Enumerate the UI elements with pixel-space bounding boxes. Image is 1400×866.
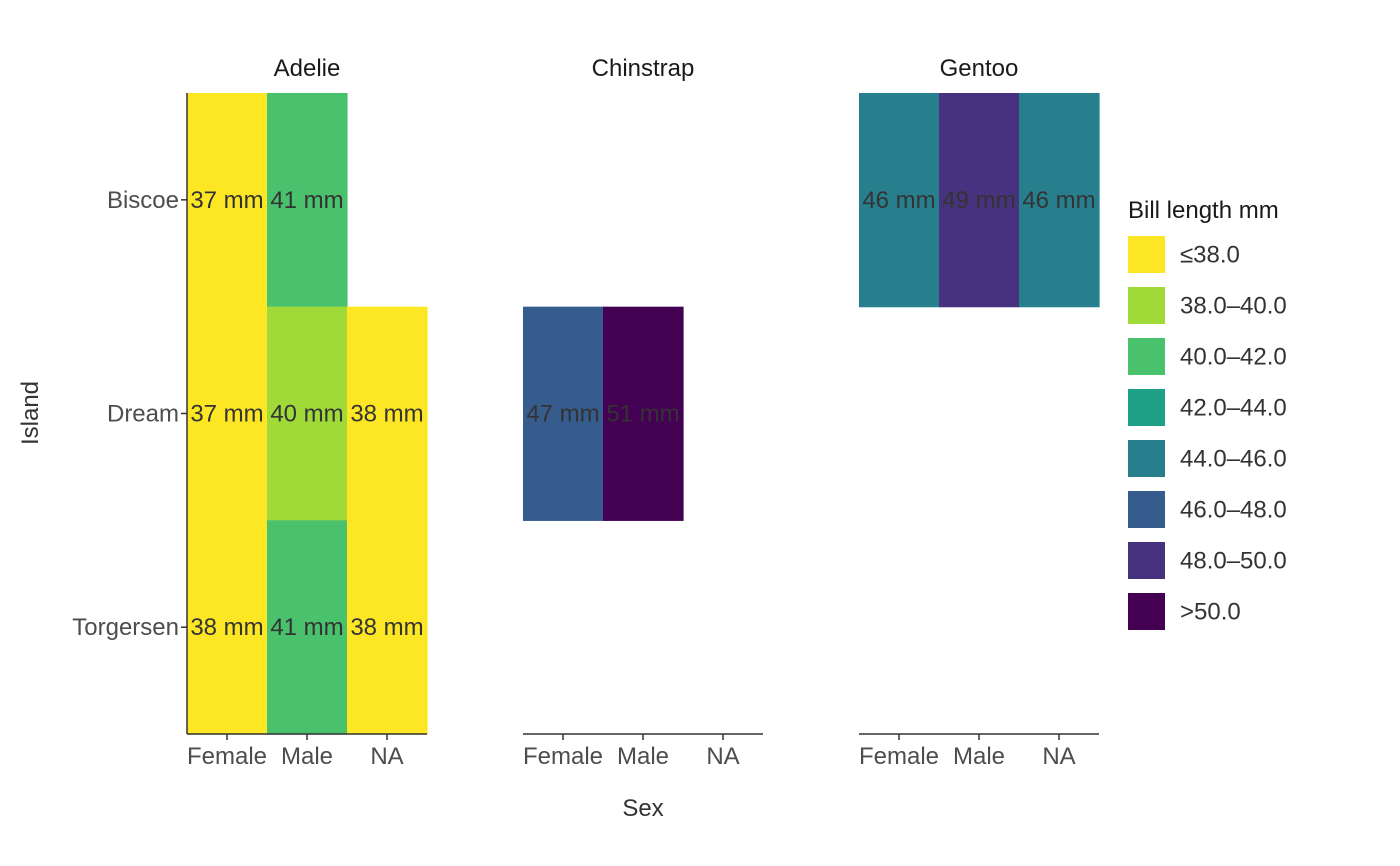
legend-swatch — [1128, 593, 1165, 630]
x-tick-label: Male — [617, 743, 669, 770]
cell-label: 51 mm — [606, 401, 679, 428]
cell-label: 37 mm — [190, 401, 263, 428]
legend-item: 38.0–40.0 — [1128, 287, 1287, 324]
x-tick-label: Male — [281, 743, 333, 770]
legend-item: 44.0–46.0 — [1128, 440, 1287, 477]
facet-gentoo: Gentoo 46 mm 49 mm 46 mm Female Male NA — [859, 55, 1100, 770]
x-tick-label: Female — [187, 743, 267, 770]
legend-label: 44.0–46.0 — [1180, 446, 1287, 473]
heatmap-cell — [187, 520, 268, 735]
facet-adelie: Adelie 37 mm 41 mm 37 mm 40 mm 38 mm 38 mm 41 m… — [72, 55, 428, 770]
cell-label: 41 mm — [270, 187, 343, 214]
heatmap-cell — [187, 306, 268, 521]
legend-swatch — [1128, 287, 1165, 324]
cell-label: 47 mm — [526, 401, 599, 428]
facet-title: Gentoo — [940, 55, 1019, 82]
facet-title: Adelie — [274, 55, 341, 82]
heatmap-cell — [267, 520, 348, 735]
cell-label: 46 mm — [862, 187, 935, 214]
y-tick-label: Dream — [107, 401, 179, 428]
cell-label: 49 mm — [942, 187, 1015, 214]
heatmap-cell — [267, 306, 348, 521]
heatmap-cell — [347, 306, 428, 521]
heatmap-cell — [603, 306, 684, 521]
legend-item: 40.0–42.0 — [1128, 338, 1287, 375]
cell-label: 40 mm — [270, 401, 343, 428]
facet-title: Chinstrap — [592, 55, 695, 82]
legend-item: 46.0–48.0 — [1128, 491, 1287, 528]
cell-label: 38 mm — [190, 614, 263, 641]
legend-label: 46.0–48.0 — [1180, 497, 1287, 524]
legend-label: ≤38.0 — [1180, 242, 1240, 269]
legend-label: 42.0–44.0 — [1180, 395, 1287, 422]
legend-swatch — [1128, 542, 1165, 579]
x-tick-label: Female — [859, 743, 939, 770]
heatmap-cell — [267, 93, 348, 308]
legend-swatch — [1128, 338, 1165, 375]
x-tick-label: Male — [953, 743, 1005, 770]
y-axis-title: Island — [17, 381, 44, 445]
legend-swatch — [1128, 389, 1165, 426]
facet-chinstrap: Chinstrap 47 mm 51 mm Female Male NA — [523, 55, 763, 770]
legend-label: >50.0 — [1180, 599, 1241, 626]
legend-item: ≤38.0 — [1128, 236, 1240, 273]
heatmap-cell — [1019, 93, 1100, 308]
cell-label: 46 mm — [1022, 187, 1095, 214]
cell-label: 38 mm — [350, 401, 423, 428]
x-tick-label: NA — [370, 743, 403, 770]
x-axis-title: Sex — [622, 795, 663, 822]
legend-label: 38.0–40.0 — [1180, 293, 1287, 320]
legend-item: 42.0–44.0 — [1128, 389, 1287, 426]
legend-item: 48.0–50.0 — [1128, 542, 1287, 579]
heatmap-cell — [187, 93, 268, 308]
cell-label: 37 mm — [190, 187, 263, 214]
heatmap-cell — [859, 93, 940, 308]
legend-title: Bill length mm — [1128, 197, 1279, 224]
y-tick-label: Biscoe — [107, 187, 179, 214]
x-tick-label: NA — [706, 743, 739, 770]
heatmap-cell — [523, 306, 604, 521]
legend-item: >50.0 — [1128, 593, 1241, 630]
legend-swatch — [1128, 491, 1165, 528]
cell-label: 38 mm — [350, 614, 423, 641]
heatmap-cell — [939, 93, 1020, 308]
legend-label: 40.0–42.0 — [1180, 344, 1287, 371]
cell-label: 41 mm — [270, 614, 343, 641]
x-tick-label: NA — [1042, 743, 1075, 770]
legend-swatch — [1128, 440, 1165, 477]
legend: Bill length mm ≤38.0 38.0–40.0 40.0–42.0 42.… — [1128, 197, 1287, 630]
x-tick-label: Female — [523, 743, 603, 770]
y-tick-label: Torgersen — [72, 614, 179, 641]
legend-swatch — [1128, 236, 1165, 273]
heatmap-cell — [347, 520, 428, 735]
legend-label: 48.0–50.0 — [1180, 548, 1287, 575]
facets-layer: Adelie 37 mm 41 mm 37 mm 40 mm 38 mm 38 mm 41 m… — [72, 55, 1100, 770]
